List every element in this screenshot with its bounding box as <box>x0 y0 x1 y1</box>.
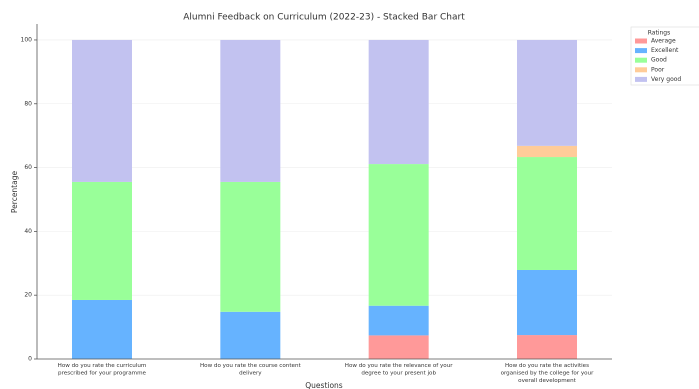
x-tick-label: How do you rate the course content delive… <box>200 363 302 377</box>
x-axis-label: Questions <box>305 381 343 389</box>
legend-swatch <box>635 48 647 54</box>
legend-label: Excellent <box>651 47 679 54</box>
legend: Ratings Average Excellent Good Poor Very goo… <box>630 26 699 86</box>
bar-segment <box>72 39 132 182</box>
legend-swatch <box>635 67 647 73</box>
bar-segment <box>220 39 281 182</box>
bar-segment <box>220 181 281 312</box>
bar-segment <box>72 181 132 300</box>
bar-segment <box>368 335 429 359</box>
y-tick-label: 80 <box>24 100 32 107</box>
bar-segment <box>517 39 577 146</box>
legend-swatch <box>635 57 647 63</box>
bar-segment <box>517 157 577 270</box>
bar-segment <box>72 299 132 359</box>
bar-segment <box>220 311 281 359</box>
legend-label: Poor <box>651 66 665 73</box>
legend-title: Ratings <box>648 30 670 37</box>
bar-segment <box>517 269 577 336</box>
x-tick-label: How do you rate the activities organised … <box>501 363 595 384</box>
x-tick-label: How do you rate the curriculum prescribed… <box>58 363 147 377</box>
bar-segment <box>368 164 429 306</box>
legend-box <box>630 26 699 86</box>
y-tick-label: 20 <box>24 292 32 299</box>
y-tick-label: 40 <box>24 228 32 235</box>
y-tick-label: 60 <box>24 164 32 171</box>
bar-segment <box>368 39 429 165</box>
chart-title: Alumni Feedback on Curriculum (2022-23) … <box>183 13 465 23</box>
y-tick-label: 100 <box>21 36 33 43</box>
bar-segment <box>517 335 577 359</box>
bar-segment <box>368 305 429 336</box>
bar-segment <box>517 145 577 158</box>
x-tick-label: How do you rate the relevance of your deg… <box>345 363 454 377</box>
legend-label: Very good <box>651 76 681 83</box>
y-axis-label: Percentage <box>10 171 19 214</box>
legend-swatch <box>635 38 647 44</box>
legend-swatch <box>635 76 647 82</box>
legend-label: Good <box>651 57 667 64</box>
legend-label: Average <box>651 38 676 45</box>
y-tick-label: 0 <box>28 356 32 363</box>
